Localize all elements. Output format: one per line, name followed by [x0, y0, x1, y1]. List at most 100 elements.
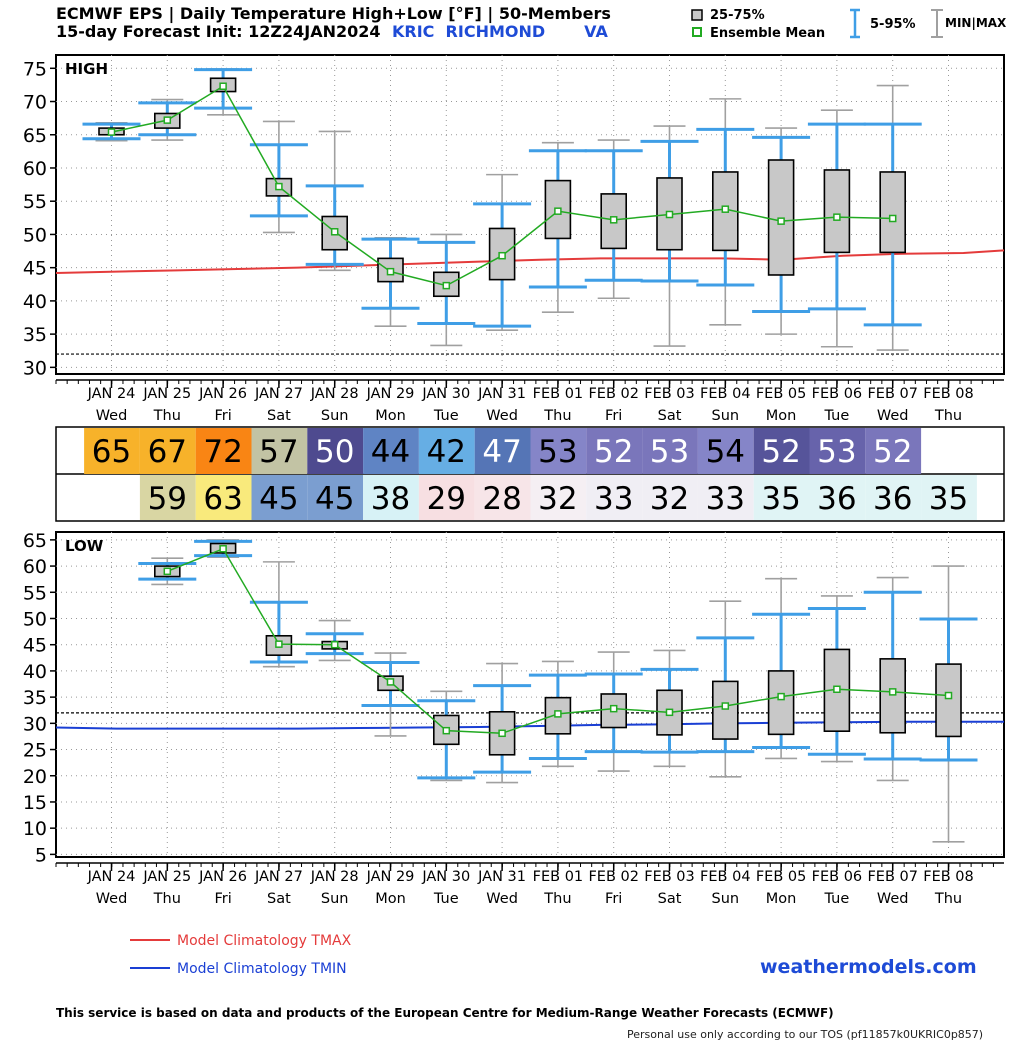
strip-cell-high — [530, 428, 587, 474]
strip-value-low: 45 — [315, 481, 354, 517]
x-date-label: FEB 05 — [756, 386, 807, 402]
box-feb-08 — [919, 565, 978, 843]
strip-cell-high — [697, 428, 754, 474]
strip-value-low: 28 — [482, 481, 521, 517]
x-weekday-label: Mon — [375, 891, 406, 907]
ensemble-mean-point — [944, 691, 953, 700]
x-date-label: JAN 28 — [310, 869, 359, 885]
iqr-box — [711, 680, 739, 740]
plot-frame — [55, 531, 1005, 858]
y-tick-label: 55 — [23, 582, 47, 604]
x-date-label: JAN 28 — [310, 386, 359, 402]
iqr-box — [879, 658, 907, 734]
y-tick-label: 30 — [23, 713, 47, 735]
x-weekday-label: Sat — [267, 891, 291, 907]
ensemble-mean-point — [275, 640, 283, 648]
strip-cell-low — [530, 475, 587, 520]
top-legend: 25-75% Ensemble Mean 5-95% MIN|MAX — [691, 8, 1007, 41]
strip-value-high: 53 — [538, 434, 577, 470]
x-date-label: JAN 30 — [421, 869, 470, 885]
x-weekday-label: Sun — [321, 891, 349, 907]
strip-cell-high — [809, 428, 866, 474]
x-weekday-label: Wed — [96, 891, 128, 907]
ensemble-mean-point — [219, 82, 227, 90]
x-weekday-label: Wed — [486, 408, 518, 424]
strip-value-high: 57 — [259, 434, 298, 470]
brand-link[interactable]: weathermodels.com — [760, 956, 977, 978]
y-tick-label: 50 — [23, 224, 47, 246]
iqr-box — [879, 171, 907, 254]
station-location: KRIC RICHMOND VA — [392, 22, 608, 41]
x-date-label: FEB 08 — [923, 869, 974, 885]
x-date-label: JAN 26 — [198, 869, 247, 885]
mean-legend-swatch — [692, 27, 702, 37]
ensemble-mean-point — [275, 182, 283, 191]
x-date-label: JAN 31 — [477, 386, 526, 402]
box-feb-07 — [863, 576, 922, 782]
strip-value-low: 32 — [538, 481, 577, 517]
x-date-label: JAN 25 — [142, 869, 191, 885]
box-feb-06 — [807, 109, 866, 348]
ensemble-mean-point — [330, 640, 339, 649]
strip-value-low: 63 — [203, 481, 242, 517]
ensemble-mean-point — [163, 116, 172, 124]
minmax-legend-label: MIN|MAX — [945, 16, 1007, 30]
x-date-label: JAN 30 — [421, 386, 470, 402]
strip-value-low: 35 — [761, 481, 800, 517]
box-legend-swatch — [691, 9, 703, 21]
strip-value-high: 52 — [873, 434, 912, 470]
x-date-label: JAN 29 — [366, 386, 415, 402]
y-tick-label: 60 — [23, 158, 47, 180]
box-feb-05 — [752, 577, 811, 760]
y-tick-label: 15 — [23, 792, 47, 814]
clim-tmin-label: Model Climatology TMIN — [177, 961, 347, 977]
ensemble-mean-point — [498, 729, 506, 738]
x-weekday-label: Tue — [433, 891, 459, 907]
strip-cell-low — [809, 475, 866, 520]
box-jan-29 — [361, 652, 420, 737]
whisker-legend-swatch — [850, 8, 860, 39]
strip-cell-low — [307, 475, 364, 520]
y-tick-label: 75 — [23, 58, 47, 80]
y-tick-label: 60 — [23, 556, 47, 578]
strip-value-high: 42 — [427, 434, 466, 470]
x-date-label: FEB 06 — [812, 386, 863, 402]
ensemble-mean-point — [442, 726, 451, 735]
x-weekday-label: Mon — [375, 408, 406, 424]
strip-cell-high — [753, 428, 810, 474]
strip-value-low: 59 — [148, 481, 187, 517]
y-tick-label: 20 — [23, 766, 47, 788]
strip-value-high: 52 — [761, 434, 800, 470]
x-date-label: FEB 07 — [867, 869, 918, 885]
x-date-label: JAN 31 — [477, 869, 526, 885]
strip-value-low: 32 — [650, 481, 689, 517]
strip-value-low: 33 — [594, 481, 633, 517]
y-tick-label: 40 — [23, 291, 47, 313]
iqr-box — [935, 663, 962, 738]
x-weekday-label: Thu — [934, 891, 962, 907]
ensemble-mean-point — [833, 213, 841, 221]
y-tick-label: 25 — [23, 740, 47, 762]
strip-cell-low — [921, 475, 977, 520]
strip-value-low: 45 — [259, 481, 298, 517]
x-weekday-label: Thu — [153, 408, 181, 424]
strip-cell-low — [865, 475, 922, 520]
y-tick-label: 65 — [23, 125, 47, 147]
ensemble-mean-point — [888, 214, 897, 223]
strip-value-high: 50 — [315, 434, 354, 470]
strip-cell-low — [251, 475, 308, 520]
mean-legend-label: Ensemble Mean — [710, 26, 825, 41]
ensemble-mean-point — [665, 708, 674, 717]
y-tick-label: 35 — [23, 687, 47, 709]
climatology-line — [55, 249, 1005, 274]
x-weekday-label: Wed — [877, 408, 909, 424]
y-tick-label: 55 — [23, 191, 47, 213]
strip-value-high: 53 — [817, 434, 856, 470]
strip-cell-high — [195, 428, 252, 474]
strip-value-high: 47 — [482, 434, 521, 470]
strip-cell-low — [363, 475, 419, 520]
climatology-legend: Model Climatology TMAX Model Climatology… — [130, 933, 352, 977]
box-legend-label: 25-75% — [710, 8, 765, 23]
chart-title: ECMWF EPS | Daily Temperature High+Low [… — [56, 4, 611, 23]
x-weekday-label: Fri — [214, 891, 231, 907]
